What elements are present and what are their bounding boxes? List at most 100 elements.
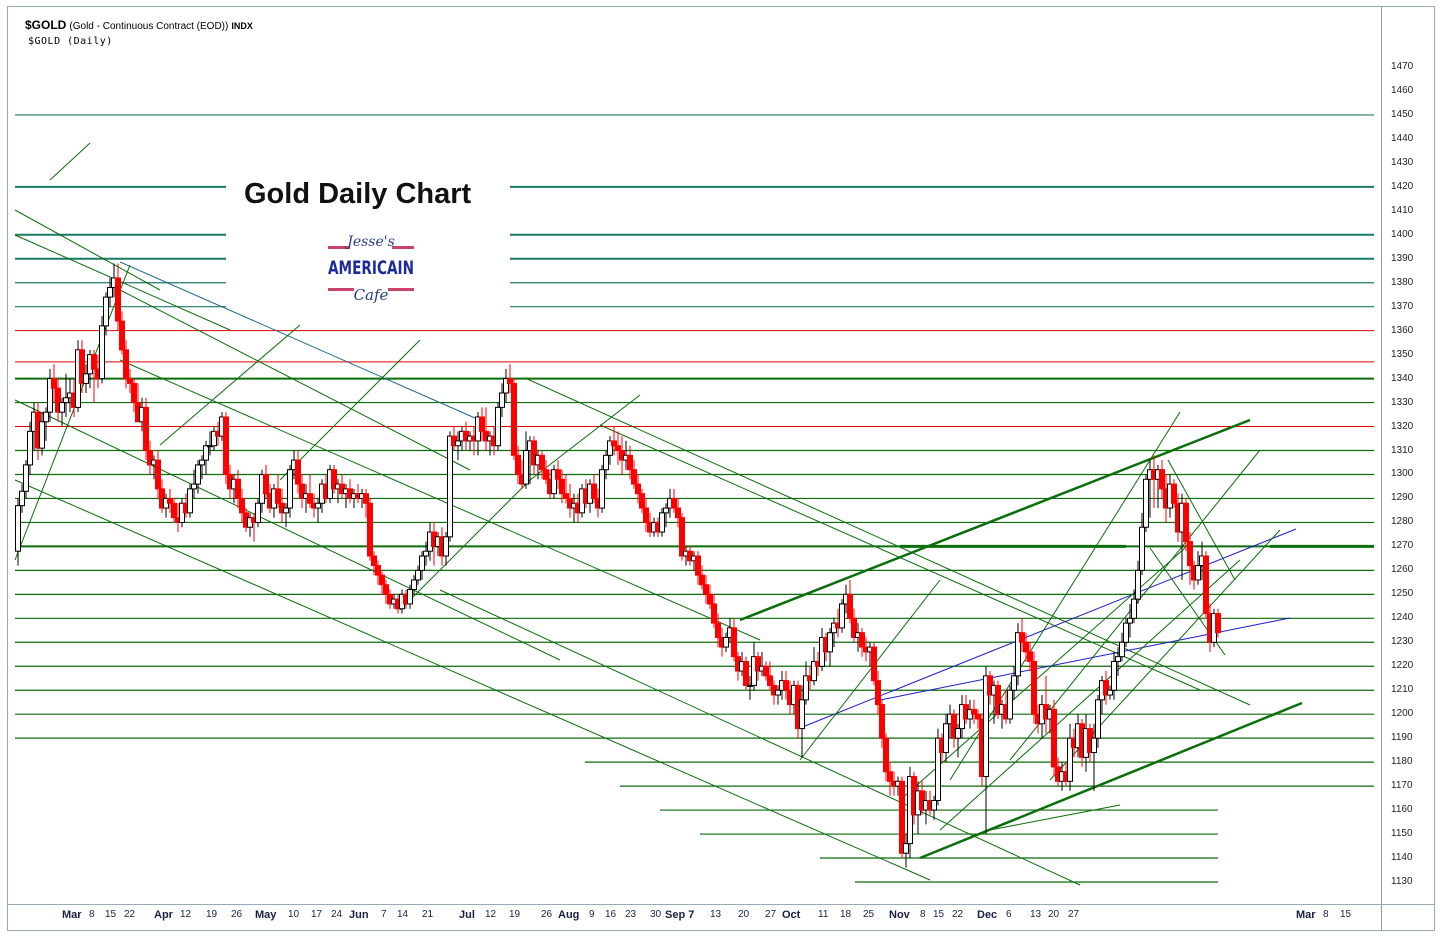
candle-down: [951, 713, 957, 739]
date-tick-label: 27: [765, 909, 777, 920]
candle-up: [187, 488, 193, 514]
candle-down: [1019, 632, 1025, 643]
price-tick-label: 1200: [1391, 708, 1414, 720]
price-tick-label: 1260: [1391, 564, 1414, 576]
price-tick-label: 1140: [1391, 852, 1413, 863]
date-tick-label: 17: [311, 909, 323, 920]
candle-up: [39, 421, 45, 449]
date-tick-label: 14: [397, 909, 409, 920]
candle-down: [731, 627, 737, 658]
candle-down: [555, 469, 561, 480]
candle-up: [663, 507, 669, 514]
date-tick-label: May: [255, 909, 277, 921]
candle-up: [1123, 622, 1129, 643]
candle-up: [419, 555, 425, 571]
candle-up: [943, 723, 949, 754]
date-axis-divider: [7, 904, 1435, 905]
candle-up: [1111, 660, 1117, 691]
candle-down: [235, 478, 241, 499]
price-tick-label: 1330: [1391, 396, 1414, 408]
candle-down: [695, 555, 701, 576]
date-tick-label: 22: [952, 909, 964, 920]
price-tick-label: 1360: [1391, 324, 1414, 336]
candle-down: [275, 488, 281, 504]
chart-frame: [7, 6, 1435, 931]
date-tick-label: Apr: [154, 909, 173, 921]
date-tick-label: 12: [485, 909, 497, 920]
candle-up: [447, 435, 453, 538]
candle-up: [499, 392, 505, 408]
trendline: [739, 418, 1251, 622]
candle-down: [763, 665, 769, 677]
candle-up: [811, 660, 817, 682]
candle-up: [1091, 737, 1097, 754]
date-tick-label: 8: [920, 909, 926, 920]
date-tick-label: 15: [105, 909, 117, 920]
candle-down: [631, 469, 637, 485]
price-tick-label: 1130: [1391, 875, 1413, 887]
candle-down: [627, 454, 633, 471]
candle-down: [143, 406, 149, 452]
candle-up: [903, 843, 909, 854]
price-tick-label: 1160: [1391, 804, 1413, 816]
price-tick-label: 1300: [1391, 468, 1414, 480]
candle-down: [715, 622, 721, 638]
price-tick-label: 1390: [1391, 252, 1414, 264]
price-tick-label: 1280: [1391, 516, 1414, 528]
candle-up: [287, 469, 293, 509]
date-tick-label: 12: [180, 909, 192, 920]
date-tick-label: Sep 7: [665, 909, 695, 921]
trendline: [119, 359, 761, 641]
candle-up: [803, 675, 809, 701]
logo-bottom: Cafe: [354, 286, 389, 304]
candle-down: [539, 454, 545, 471]
candle-down: [675, 507, 681, 519]
candle-down: [975, 713, 981, 720]
candle-down: [127, 378, 133, 384]
trendline: [399, 479, 531, 611]
price-tick-label: 1350: [1391, 348, 1414, 360]
candle-up: [415, 569, 421, 581]
candle-down: [883, 737, 889, 773]
candle-down: [147, 450, 153, 466]
chart-subtitle: $GOLD (Daily): [28, 36, 113, 47]
candle-down: [543, 469, 549, 480]
candle-up: [599, 469, 605, 509]
date-tick-label: Jul: [459, 909, 475, 921]
date-tick-label: 22: [124, 909, 136, 920]
price-tick-label: 1470: [1391, 61, 1414, 72]
date-tick-label: 7: [381, 909, 387, 920]
price-tick-label: 1400: [1391, 228, 1414, 240]
candle-down: [1203, 555, 1209, 615]
candle-down: [711, 603, 717, 624]
candle-up: [27, 430, 33, 466]
date-tick-label: 9: [589, 909, 595, 920]
price-tick-label: 1270: [1391, 540, 1414, 552]
cafe-logo: Jesse's AMERICAIN Cafe: [328, 234, 414, 304]
candle-down: [1187, 541, 1193, 567]
candle-up: [983, 675, 989, 778]
date-tick-label: 23: [625, 909, 637, 920]
candle-up: [455, 440, 461, 447]
candle-down: [1215, 613, 1221, 634]
candle-up: [199, 459, 205, 466]
candle-down: [383, 584, 389, 595]
date-tick-label: 20: [738, 909, 750, 920]
price-tick-label: 1380: [1391, 276, 1414, 288]
trendline: [14, 209, 161, 291]
candle-down: [995, 684, 1001, 715]
candle-down: [851, 617, 857, 638]
trendline: [879, 617, 1291, 701]
price-tick-label: 1210: [1391, 684, 1414, 696]
candle-down: [743, 660, 749, 686]
candle-down: [1023, 641, 1029, 653]
candle-up: [747, 684, 753, 687]
candle-down: [51, 378, 57, 389]
symbol-description: (Gold - Continuous Contract (EOD)): [69, 21, 229, 32]
date-tick-label: 8: [89, 909, 95, 920]
price-tick-label: 1340: [1391, 372, 1414, 384]
candle-up: [63, 397, 69, 404]
candle-up: [839, 603, 845, 629]
trendline: [14, 264, 131, 561]
candle-down: [707, 593, 713, 605]
